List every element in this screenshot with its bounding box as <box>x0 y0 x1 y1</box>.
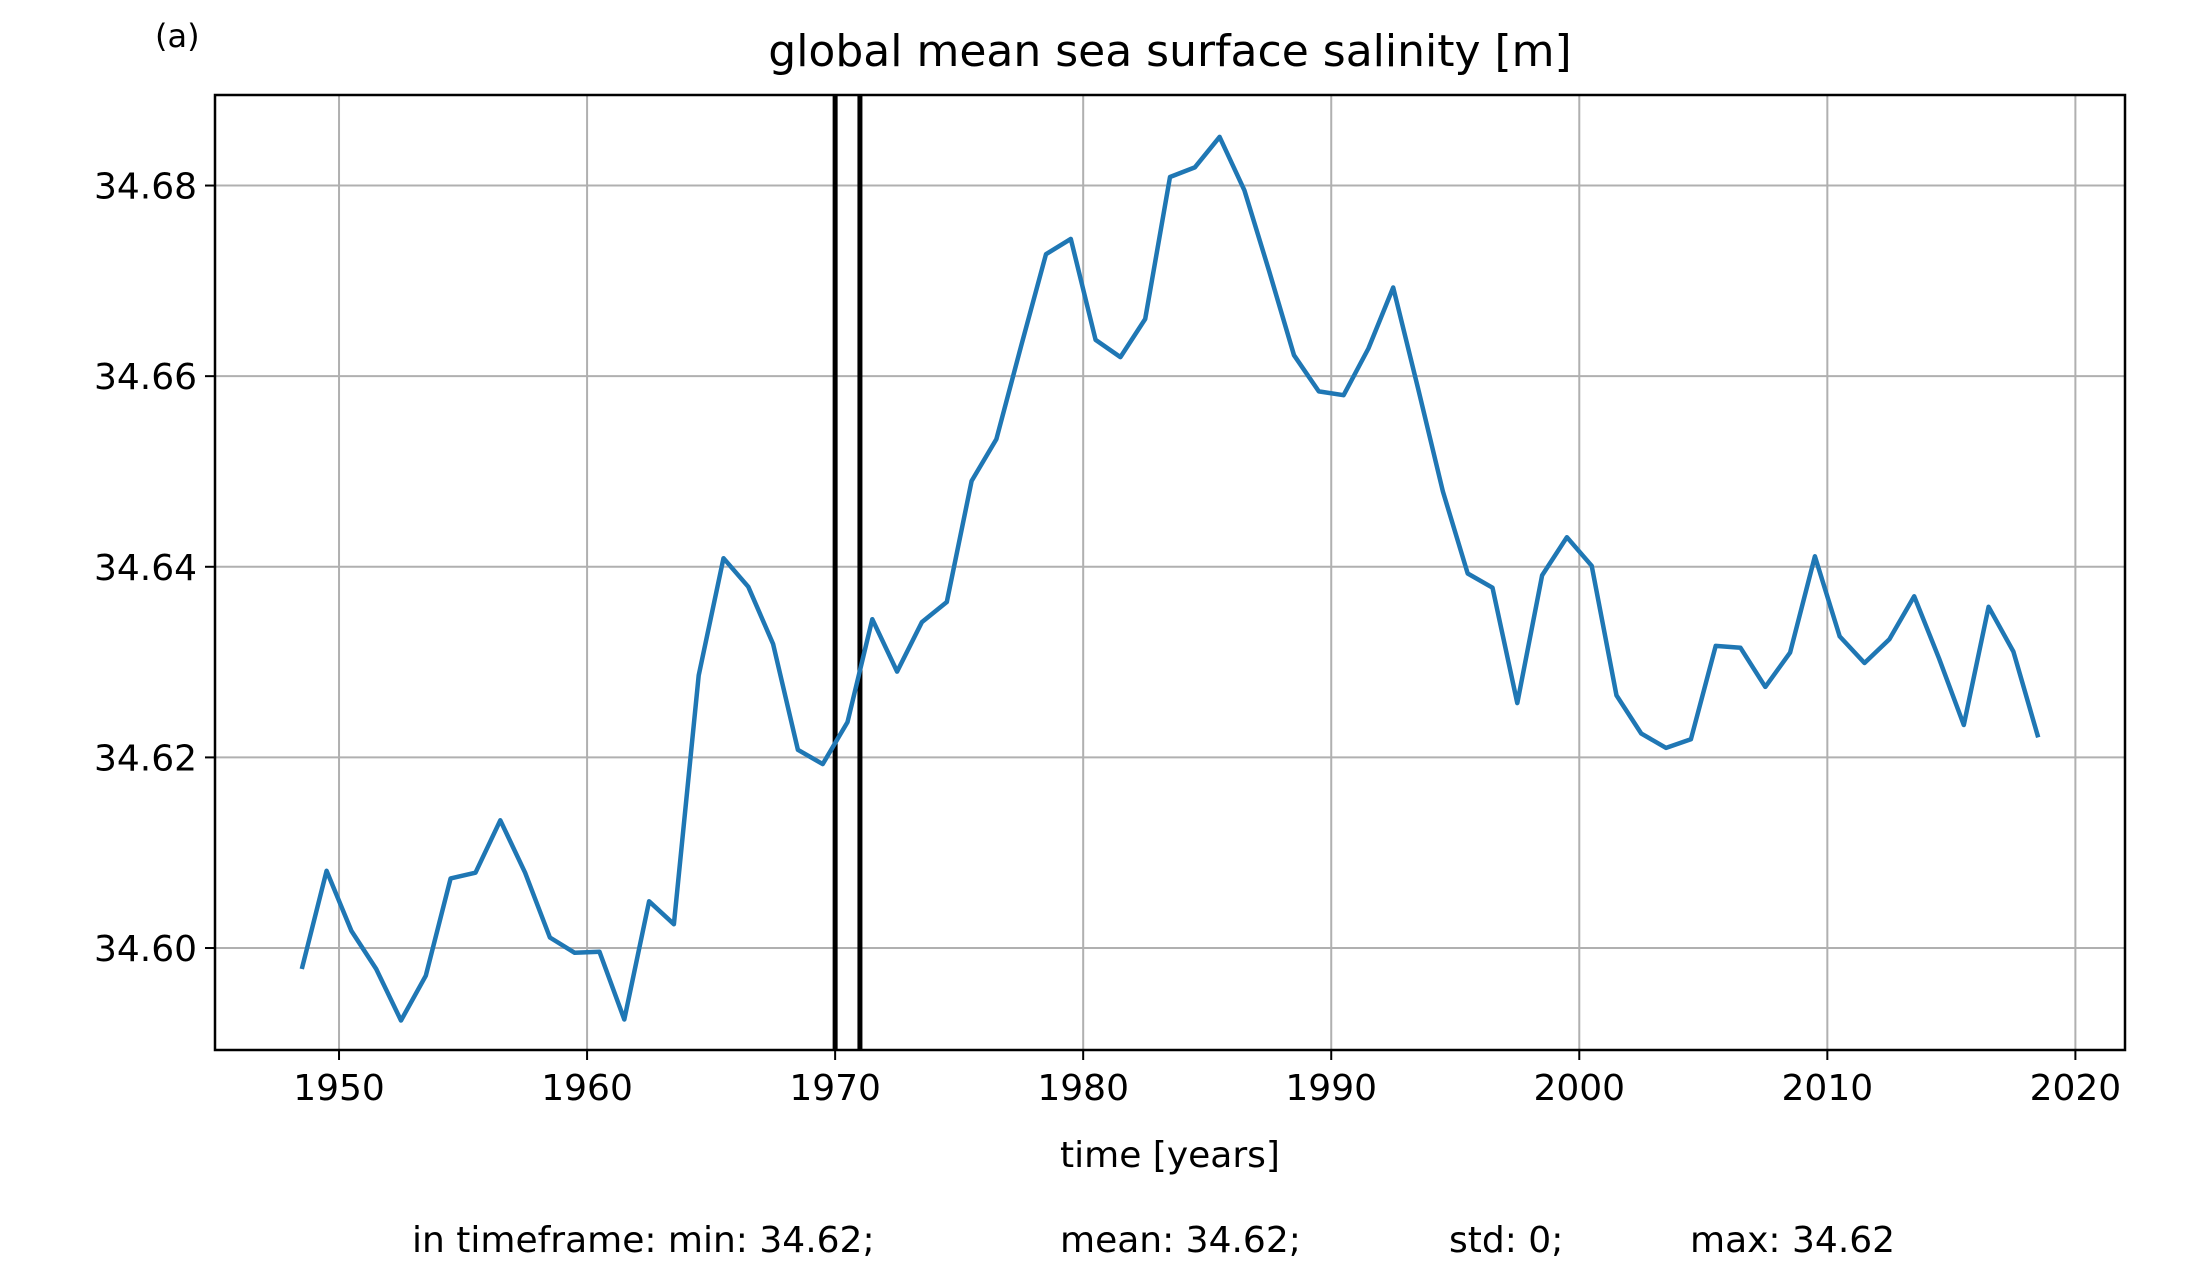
series-layer <box>299 134 2041 1023</box>
y-tick-label: 34.62 <box>94 738 197 779</box>
x-axis: 1950 1960 1970 1980 1990 2000 2010 2020 <box>293 1050 2121 1109</box>
x-tick-label: 2020 <box>2030 1068 2122 1109</box>
panel-label: (a) <box>155 17 200 55</box>
y-tick-label: 34.66 <box>94 357 197 398</box>
y-tick-label: 34.64 <box>94 548 197 589</box>
x-tick-label: 1990 <box>1285 1068 1377 1109</box>
chart-title: global mean sea surface salinity [m] <box>768 26 1571 77</box>
stat-min: in timeframe: min: 34.62; <box>412 1220 875 1261</box>
series-line <box>299 134 2041 1023</box>
plot-frame <box>213 93 2127 1052</box>
x-tick-label: 1980 <box>1037 1068 1129 1109</box>
x-axis-label: time [years] <box>1060 1135 1280 1176</box>
x-tick-label: 2000 <box>1533 1068 1625 1109</box>
y-tick-label: 34.60 <box>94 929 197 970</box>
stat-mean: mean: 34.62; <box>1060 1220 1301 1261</box>
stat-max: max: 34.62 <box>1690 1220 1895 1261</box>
y-tick-label: 34.68 <box>94 167 197 208</box>
x-tick-label: 1970 <box>789 1068 881 1109</box>
stat-std: std: 0; <box>1449 1220 1563 1261</box>
y-axis: 34.60 34.62 34.64 34.66 34.68 <box>94 167 215 970</box>
x-tick-label: 2010 <box>1782 1068 1874 1109</box>
vertical-markers <box>832 95 863 1050</box>
grid-layer <box>215 95 2125 1050</box>
x-tick-label: 1960 <box>541 1068 633 1109</box>
x-tick-label: 1950 <box>293 1068 385 1109</box>
